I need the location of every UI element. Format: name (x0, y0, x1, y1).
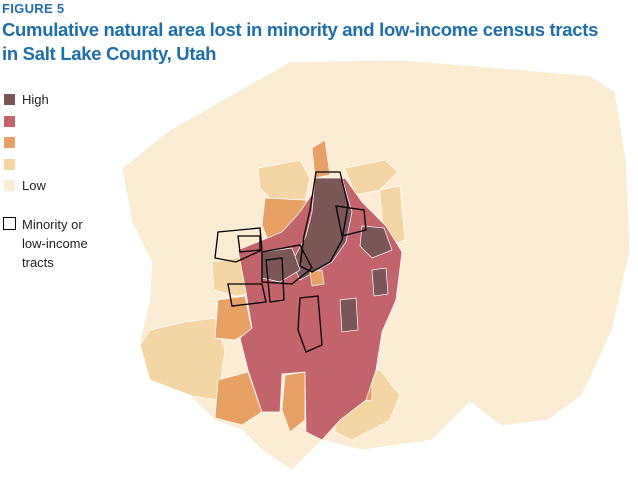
region (291, 177, 353, 281)
legend-label: High (22, 92, 49, 108)
tract-outline (297, 295, 323, 353)
title-line: in Salt Lake County, Utah (2, 43, 217, 64)
legend: High Low Minority or low-income tracts (3, 89, 103, 272)
legend-item: Low (3, 175, 103, 197)
tract-outline (227, 283, 267, 307)
tract-outline (335, 205, 367, 237)
figure-label: FIGURE 5 (2, 1, 65, 16)
tract-outline (261, 244, 313, 285)
legend-swatch (3, 179, 16, 193)
region (309, 269, 325, 287)
legend-item: High (3, 89, 103, 111)
title: Cumulative natural area lost in minority… (2, 18, 598, 66)
legend-item (3, 154, 103, 176)
region (311, 139, 331, 179)
legend-label: Low (22, 178, 46, 194)
legend-swatch (3, 93, 16, 107)
legend-swatch (3, 136, 16, 150)
legend-label: Minority or low-income tracts (22, 216, 88, 270)
title-line: Cumulative natural area lost in minority… (2, 19, 599, 40)
tract-outline (237, 235, 261, 253)
tract-outline (214, 227, 263, 263)
region (339, 297, 359, 333)
legend-item (3, 132, 103, 154)
tract-outline (299, 171, 349, 273)
region (359, 225, 393, 259)
legend-swatch (3, 216, 16, 230)
legend-swatch (3, 157, 16, 171)
region (371, 267, 389, 297)
region (139, 317, 226, 401)
region (214, 371, 263, 426)
tract-outline (265, 257, 285, 303)
legend-item: Minority or low-income tracts (3, 215, 103, 272)
legend-item (3, 111, 103, 133)
legend-swatch (3, 114, 16, 128)
